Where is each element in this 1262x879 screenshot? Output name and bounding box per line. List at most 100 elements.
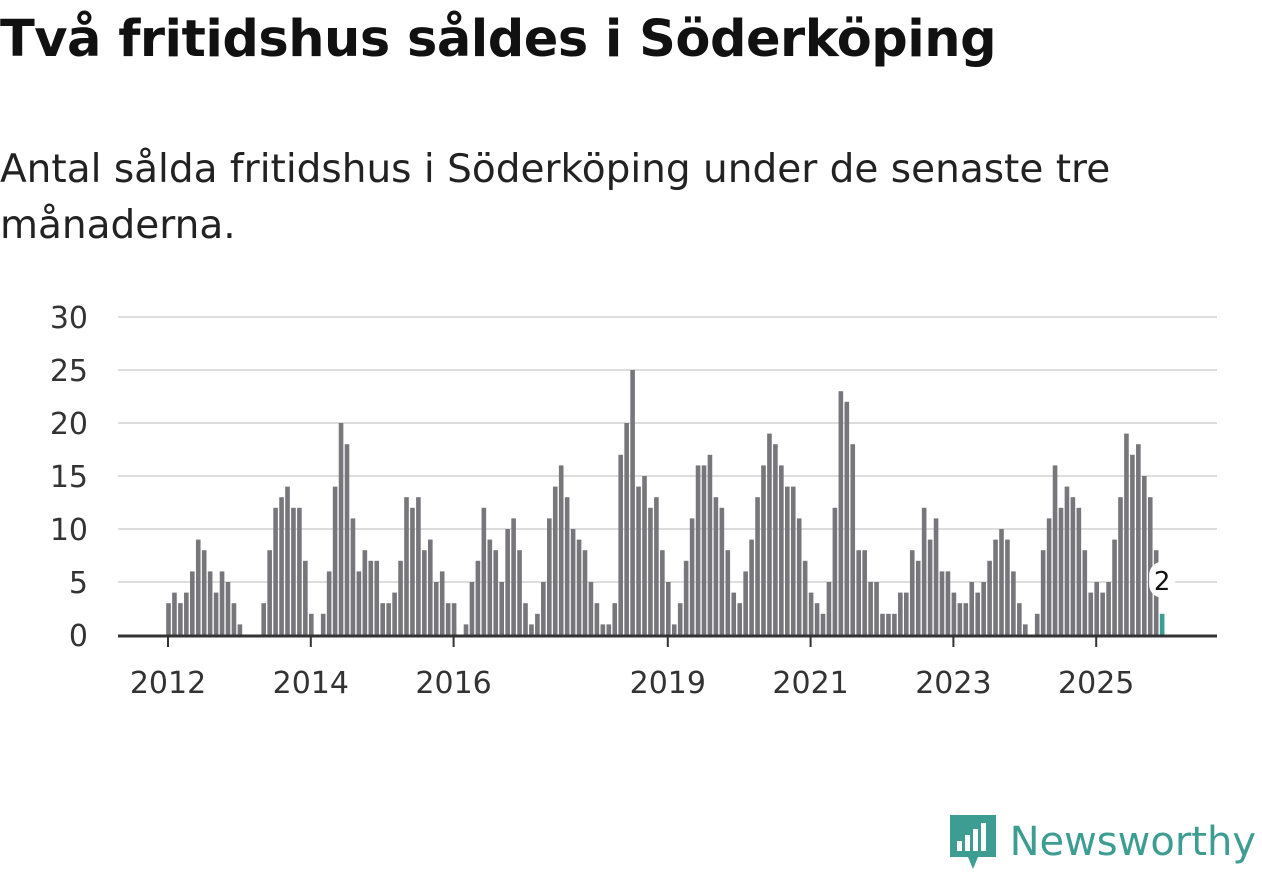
last-value-bg [1149, 561, 1176, 598]
bar [713, 497, 719, 635]
bar [428, 539, 433, 635]
y-tick-label: 25 [50, 354, 88, 389]
bar [380, 603, 385, 635]
bar [850, 444, 856, 635]
bar [820, 613, 826, 635]
bar [237, 624, 243, 635]
bar [880, 613, 885, 635]
bar [999, 529, 1004, 635]
bar [1005, 539, 1010, 635]
bar [1147, 497, 1153, 635]
bar [606, 624, 612, 635]
bar [737, 603, 742, 635]
bar [600, 624, 606, 635]
bar [511, 518, 516, 635]
bar [689, 518, 695, 635]
bar [945, 571, 951, 635]
bar [957, 603, 963, 635]
bar [951, 592, 957, 635]
bar [517, 550, 522, 635]
bar [1124, 433, 1129, 635]
bar [915, 560, 921, 635]
x-tick-label: 2021 [772, 666, 848, 701]
last-value-label: 2 [1154, 567, 1171, 597]
bar [660, 550, 665, 635]
bar [303, 560, 308, 635]
bar [552, 486, 558, 635]
bar [368, 560, 374, 635]
bar [993, 539, 998, 635]
bar [582, 550, 588, 635]
bar [618, 454, 623, 635]
bar [1112, 539, 1117, 635]
bar [856, 550, 861, 635]
bar [785, 486, 790, 635]
bar [273, 507, 278, 635]
bar [683, 560, 689, 635]
bar [1064, 486, 1070, 635]
bar [671, 624, 677, 635]
bar [1052, 465, 1058, 635]
bar [630, 370, 635, 635]
bar [523, 603, 528, 635]
bar [178, 603, 183, 635]
bar [481, 507, 487, 635]
bar [344, 444, 350, 635]
bar [1088, 592, 1094, 635]
bar [743, 571, 748, 635]
bar [279, 497, 284, 635]
bar [1142, 476, 1147, 635]
bar [826, 582, 832, 635]
bar [939, 571, 945, 635]
y-axis-ticks: 0 5 10 15 20 25 30 [50, 301, 88, 654]
bar [392, 592, 397, 635]
y-tick-label: 15 [50, 460, 88, 495]
newsworthy-logo-icon [949, 815, 996, 869]
bar [297, 507, 302, 635]
chart-subtitle: Antal sålda fritidshus i Söderköping und… [0, 147, 1111, 248]
bar [195, 539, 201, 635]
bar [1118, 497, 1123, 635]
bar [231, 603, 237, 635]
bar [166, 603, 171, 635]
bar [356, 571, 362, 635]
y-tick-label: 10 [50, 513, 88, 548]
bar [862, 550, 867, 635]
bar [410, 507, 415, 635]
bar [981, 582, 986, 635]
bar [898, 592, 903, 635]
bar [892, 613, 897, 635]
bar [844, 401, 850, 635]
x-tick-label: 2025 [1058, 666, 1134, 701]
bar [541, 582, 546, 635]
bar [398, 560, 403, 635]
bar [1046, 518, 1052, 635]
bar [570, 529, 576, 635]
bar [350, 518, 356, 635]
newsworthy-logo: Newsworthy [948, 813, 1256, 871]
bar [1130, 454, 1135, 635]
bar [666, 582, 671, 635]
y-tick-label: 20 [50, 407, 88, 442]
bar [529, 624, 534, 635]
bar [285, 486, 290, 635]
brand-name: Newsworthy [1009, 819, 1256, 865]
bar [963, 603, 969, 635]
bar [201, 550, 207, 635]
bar [731, 592, 737, 635]
bar [707, 454, 713, 635]
bar [451, 603, 457, 635]
bar [755, 497, 760, 635]
bar [469, 582, 475, 635]
bar [487, 539, 493, 635]
bar [773, 444, 778, 635]
bar [642, 476, 647, 635]
bar [927, 539, 933, 635]
bar [309, 613, 314, 635]
bar [475, 560, 481, 635]
bar [808, 592, 814, 635]
bar [761, 465, 766, 635]
bar [463, 624, 469, 635]
chart-title: Två fritidshus såldes i Söderköping [0, 10, 997, 69]
